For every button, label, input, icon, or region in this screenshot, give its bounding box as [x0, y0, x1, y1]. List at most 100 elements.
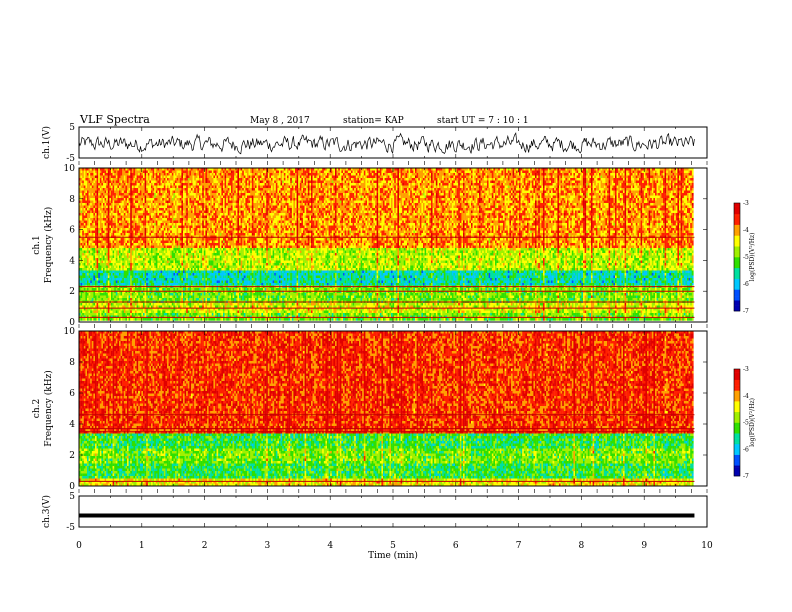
psd-cell	[397, 171, 399, 174]
psd-cell	[569, 173, 571, 176]
psd-cell	[212, 178, 214, 181]
psd-cell	[122, 171, 124, 174]
psd-cell	[391, 178, 393, 181]
psd-cell	[188, 173, 190, 176]
psd-cell	[226, 173, 228, 176]
psd-cell	[321, 181, 323, 184]
psd-cell	[114, 181, 116, 184]
psd-cell	[370, 178, 372, 181]
psd-cell	[325, 173, 327, 176]
psd-cell	[141, 173, 143, 176]
psd-cell	[597, 173, 599, 176]
psd-cell	[561, 176, 563, 179]
psd-cell	[365, 173, 367, 176]
psd-cell	[226, 178, 228, 181]
psd-cell	[668, 171, 670, 174]
psd-cell	[498, 176, 500, 179]
psd-cell	[628, 171, 630, 174]
psd-cell	[361, 181, 363, 184]
psd-cell	[418, 178, 420, 181]
start-ut-label: start UT = 7 : 10 : 1	[437, 116, 529, 126]
psd-cell	[381, 171, 383, 174]
psd-cell	[476, 181, 478, 184]
psd-cell	[308, 173, 310, 176]
psd-cell	[244, 178, 246, 181]
psd-cell	[463, 178, 465, 181]
psd-cell	[613, 173, 615, 176]
psd-cell	[527, 171, 529, 174]
psd-cell	[317, 173, 319, 176]
psd-cell	[335, 176, 337, 179]
psd-cell	[474, 178, 476, 181]
psd-cell	[426, 178, 428, 181]
psd-cell	[290, 176, 292, 179]
psd-cell	[533, 178, 535, 181]
psd-cell	[399, 181, 401, 184]
psd-cell	[537, 173, 539, 176]
psd-cell	[234, 178, 236, 181]
psd-cell	[114, 178, 116, 181]
psd-cell	[273, 178, 275, 181]
psd-cell	[556, 173, 558, 176]
psd-cell	[501, 176, 503, 179]
psd-cell	[509, 176, 511, 179]
psd-cell	[311, 173, 313, 176]
psd-cell	[269, 181, 271, 184]
psd-cell	[607, 171, 609, 174]
psd-cell	[276, 173, 278, 176]
psd-cell	[258, 171, 260, 174]
psd-cell	[354, 173, 356, 176]
psd-cell	[682, 171, 684, 174]
psd-cell	[412, 176, 414, 179]
psd-cell	[165, 181, 167, 184]
psd-cell	[351, 176, 353, 179]
psd-cell	[111, 181, 113, 184]
psd-cell	[629, 178, 631, 181]
psd-cell	[279, 181, 281, 184]
psd-cell	[517, 178, 519, 181]
psd-cell	[175, 176, 177, 179]
psd-cell	[249, 171, 251, 174]
psd-cell	[119, 178, 121, 181]
psd-cell	[513, 171, 515, 174]
psd-cell	[645, 176, 647, 179]
psd-cell	[245, 173, 247, 176]
psd-cell	[425, 171, 427, 174]
psd-cell	[332, 181, 334, 184]
psd-cell	[421, 181, 423, 184]
psd-cell	[289, 178, 291, 181]
psd-cell	[138, 181, 140, 184]
psd-cell	[505, 181, 507, 184]
psd-cell	[162, 176, 164, 179]
psd-cell	[452, 181, 454, 184]
psd-cell	[692, 178, 694, 181]
psd-cell	[609, 171, 611, 174]
psd-cell	[316, 176, 318, 179]
psd-cell	[477, 176, 479, 179]
psd-cell	[612, 173, 614, 176]
psd-cell	[341, 178, 343, 181]
psd-cell	[81, 171, 83, 174]
psd-cell	[337, 181, 339, 184]
psd-cell	[607, 173, 609, 176]
psd-cell	[562, 178, 564, 181]
psd-cell	[287, 176, 289, 179]
psd-cell	[633, 173, 635, 176]
psd-cell	[92, 176, 94, 179]
psd-cell	[241, 181, 243, 184]
psd-cell	[266, 176, 268, 179]
psd-cell	[538, 173, 540, 176]
psd-cell	[383, 176, 385, 179]
psd-cell	[244, 173, 246, 176]
psd-cell	[343, 181, 345, 184]
psd-cell	[549, 178, 551, 181]
psd-cell	[474, 176, 476, 179]
psd-cell	[263, 171, 265, 174]
psd-cell	[649, 173, 651, 176]
psd-cell	[612, 178, 614, 181]
psd-cell	[284, 171, 286, 174]
psd-cell	[322, 178, 324, 181]
psd-cell	[330, 173, 332, 176]
psd-cell	[497, 173, 499, 176]
psd-cell	[343, 171, 345, 174]
